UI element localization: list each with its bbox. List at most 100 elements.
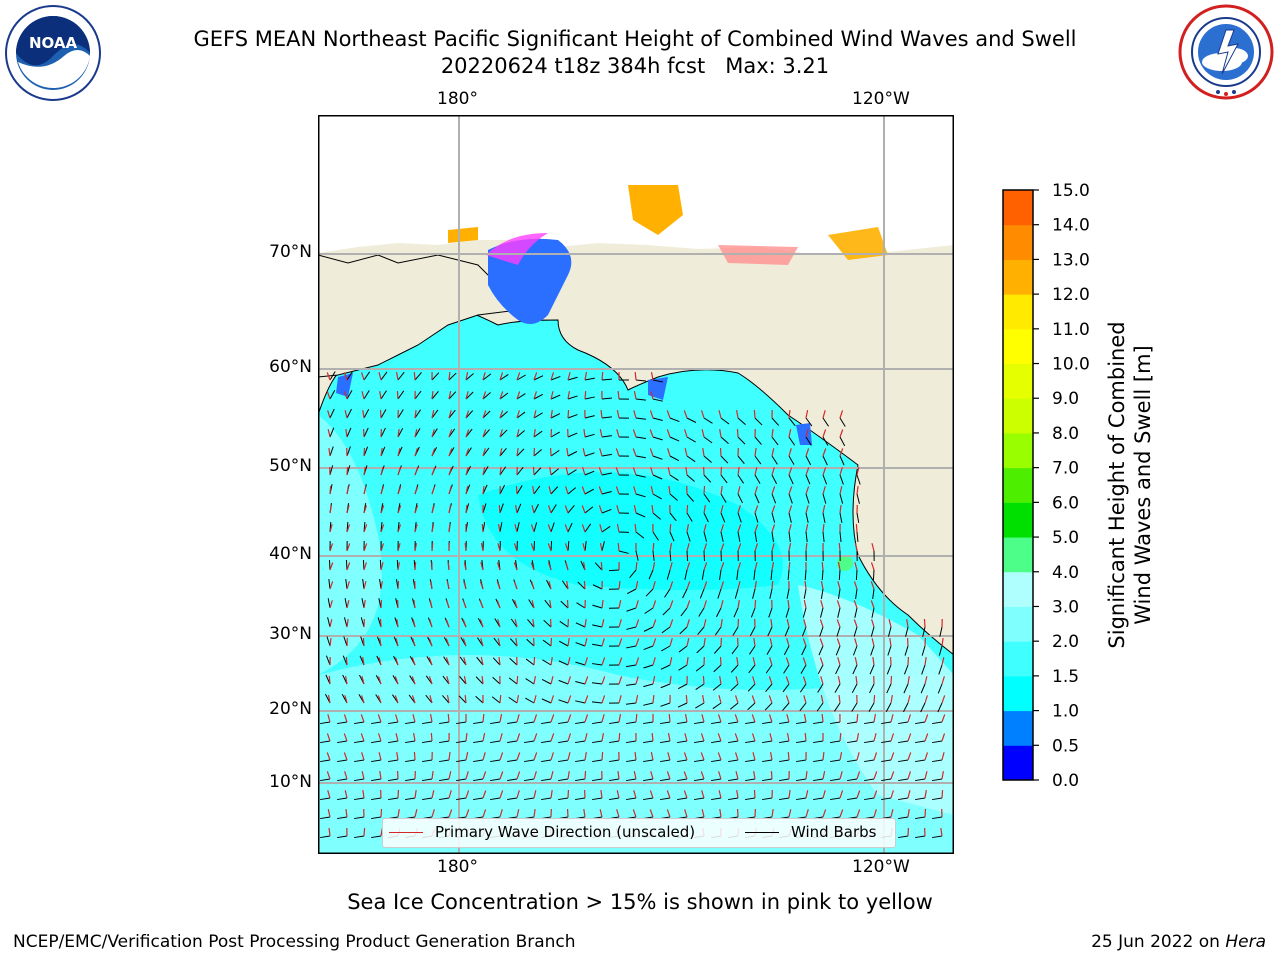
wave-direction-arrow (431, 448, 436, 457)
wave-direction-arrow (567, 714, 572, 723)
wave-direction-arrow (686, 581, 691, 590)
wave-direction-arrow (377, 695, 382, 704)
wind-barb (881, 797, 892, 801)
wave-direction-arrow (751, 695, 756, 704)
wind-barb (541, 678, 552, 685)
wind-barb (686, 436, 696, 443)
wave-direction-arrow (788, 789, 791, 799)
wind-barb (664, 588, 671, 598)
wave-direction-arrow (397, 809, 400, 818)
wind-barb (834, 702, 841, 712)
wind-barb (490, 759, 501, 763)
wave-direction-arrow (805, 505, 809, 514)
wind-barb (864, 721, 875, 725)
wave-direction-arrow (516, 429, 520, 438)
wind-barb (541, 721, 552, 725)
wave-direction-arrow (327, 695, 331, 704)
wave-direction-arrow (377, 714, 382, 723)
wave-direction-arrow (497, 619, 501, 628)
wave-direction-arrow (788, 409, 791, 419)
wind-barb (652, 512, 662, 520)
wind-barb (903, 702, 909, 713)
wave-direction-arrow (652, 581, 656, 590)
wave-direction-arrow (856, 733, 860, 742)
wind-barb (915, 816, 926, 820)
wave-direction-arrow (414, 505, 419, 514)
wave-direction-arrow (652, 676, 656, 685)
wind-barb (397, 371, 405, 381)
wind-barb (584, 488, 595, 495)
wind-barb (830, 740, 841, 744)
sea-ice-patch-2 (828, 227, 888, 260)
wave-direction-arrow (907, 771, 912, 780)
wind-barb (575, 759, 586, 763)
wind-barb (754, 417, 763, 426)
wind-barb (558, 740, 569, 744)
wave-direction-arrow (839, 486, 843, 495)
wind-barb (732, 626, 739, 636)
wind-barb (765, 683, 773, 692)
wind-barb (805, 512, 809, 523)
wind-barb (567, 469, 577, 476)
wave-direction-arrow (380, 486, 385, 495)
wave-direction-arrow (448, 790, 452, 799)
wave-direction-arrow (752, 657, 756, 666)
wave-direction-arrow (805, 486, 810, 495)
wind-barb (714, 626, 722, 636)
wave-direction-arrow (853, 600, 858, 609)
wind-barb (885, 702, 892, 713)
wind-barb (499, 448, 507, 457)
wave-direction-arrow (924, 695, 928, 704)
wind-barb (499, 429, 508, 438)
wave-direction-arrow (907, 695, 911, 704)
wave-direction-arrow (686, 562, 691, 571)
wind-barb (712, 683, 722, 691)
wave-direction-arrow (329, 524, 333, 533)
wind-barb (473, 721, 484, 725)
wave-direction-arrow (686, 656, 689, 666)
wind-barb (567, 505, 575, 514)
wave-direction-arrow (346, 581, 350, 590)
wave-direction-arrow (532, 618, 535, 628)
wave-direction-arrow (481, 675, 484, 685)
wave-direction-arrow (686, 543, 690, 552)
wind-barb (830, 759, 841, 763)
wind-barb (920, 702, 926, 713)
colorbar-segment (1003, 571, 1033, 607)
wave-direction-arrow (447, 713, 450, 723)
wind-barb (527, 619, 535, 628)
wind-barb (669, 455, 680, 462)
wind-barb (779, 740, 790, 744)
wind-barb (320, 721, 331, 725)
wave-direction-arrow (703, 562, 708, 571)
wind-barb (720, 417, 730, 425)
wind-barb (558, 660, 569, 666)
wave-direction-arrow (516, 790, 520, 799)
wave-direction-arrow (547, 543, 552, 552)
wind-barb (601, 525, 611, 533)
wind-barb (898, 816, 909, 820)
wind-barb (669, 512, 677, 522)
wave-direction-arrow (633, 486, 637, 495)
wind-barb (661, 645, 671, 652)
wave-direction-arrow (446, 581, 450, 590)
wind-barb (345, 559, 348, 571)
wave-direction-arrow (839, 809, 844, 818)
wind-barb (677, 797, 688, 801)
wave-direction-arrow (567, 391, 570, 400)
map-legend: Primary Wave Direction (unscaled) Wind B… (382, 818, 896, 848)
wave-direction-arrow (771, 428, 774, 438)
wave-direction-arrow (650, 391, 654, 400)
wave-direction-arrow (734, 733, 739, 742)
wave-direction-arrow (414, 524, 418, 533)
lat-label-10n: 10°N (269, 772, 312, 792)
wave-direction-arrow (720, 619, 723, 628)
wave-direction-arrow (548, 581, 552, 590)
wind-barb (344, 598, 348, 609)
wind-barb (766, 645, 773, 655)
wave-direction-arrow (890, 675, 893, 685)
wind-barb (749, 626, 756, 637)
wave-direction-arrow (531, 505, 535, 514)
wave-direction-arrow (941, 637, 944, 647)
wave-direction-arrow (482, 467, 486, 476)
